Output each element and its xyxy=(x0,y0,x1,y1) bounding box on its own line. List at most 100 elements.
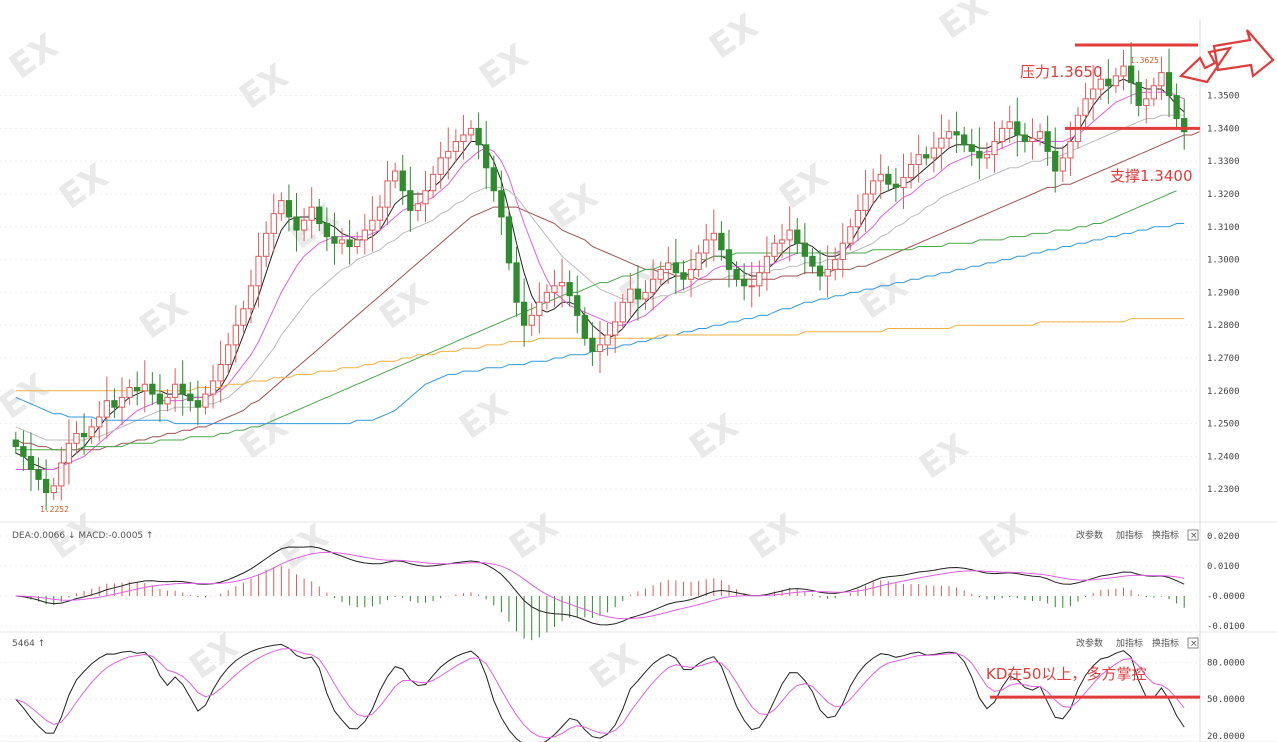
candle-body xyxy=(627,288,634,303)
watermark-logo: EX xyxy=(182,626,245,687)
candle-body xyxy=(672,262,680,274)
candle-body xyxy=(88,426,95,438)
watermark-text: EX xyxy=(772,156,835,217)
candle-body xyxy=(12,439,19,448)
watermark-logo: EX xyxy=(232,56,295,117)
moving-average-line xyxy=(15,91,1185,470)
candle-body xyxy=(612,321,619,336)
candle-body xyxy=(574,295,581,316)
candle-body xyxy=(1165,72,1173,97)
candle-body xyxy=(103,400,110,418)
watermark-logo: EX xyxy=(582,636,645,697)
watermark-text: EX xyxy=(742,506,805,567)
moving-average-line xyxy=(15,190,1177,451)
macd-param-button[interactable]: 改参数 xyxy=(1076,529,1103,541)
watermark-logo: EX xyxy=(932,0,995,47)
candle-body xyxy=(832,259,839,270)
candle-body xyxy=(42,478,50,493)
watermark-logo: EX xyxy=(372,276,435,337)
macd-add-indicator-button[interactable]: 加指标 xyxy=(1116,529,1143,541)
candle-body xyxy=(869,180,877,195)
candle-body xyxy=(391,170,399,182)
candle-body xyxy=(847,226,854,244)
kd-add-indicator-button[interactable]: 加指标 xyxy=(1116,637,1143,649)
watermark-logo: EX xyxy=(682,406,745,467)
grid-layer: 1.3500 1.3400 1.3300 1.3200 1.3100 1.3000 1.29… xyxy=(0,20,1277,742)
candle-body xyxy=(1006,121,1013,129)
candle-body xyxy=(27,455,35,471)
candle-body xyxy=(543,291,551,303)
breakout-arrow-icon xyxy=(1178,29,1275,84)
candle-body xyxy=(467,127,475,136)
support-label: 支撑1.3400 xyxy=(1110,167,1193,185)
candle-body xyxy=(20,446,27,457)
candle-body xyxy=(619,301,626,323)
watermark-text: EX xyxy=(132,286,195,347)
watermark-logo: EX xyxy=(132,286,195,347)
watermark-logo: EX xyxy=(742,506,805,567)
candle-body xyxy=(194,400,202,408)
candle-body xyxy=(1158,72,1165,87)
candle-body xyxy=(1097,78,1104,90)
candle-body xyxy=(171,383,179,398)
candle-body xyxy=(247,285,255,310)
watermark-text: EX xyxy=(682,406,745,467)
candle-body xyxy=(1021,134,1029,143)
candle-body xyxy=(877,173,884,182)
candle-body xyxy=(263,232,270,257)
candle-body xyxy=(422,190,429,205)
candle-body xyxy=(1173,95,1180,120)
watermark-text: EX xyxy=(372,276,435,337)
watermark-logo: EX xyxy=(852,266,915,327)
candle-body xyxy=(528,314,535,326)
moving-average-line xyxy=(15,78,1185,470)
watermark-text: EX xyxy=(52,156,115,217)
kd-param-button[interactable]: 改参数 xyxy=(1076,637,1103,649)
candle-body xyxy=(149,383,156,395)
macd-close-icon[interactable] xyxy=(1187,529,1199,541)
candle-body xyxy=(1059,157,1066,172)
candle-body xyxy=(983,154,991,159)
candle-body xyxy=(225,344,232,366)
kd-close-icon[interactable] xyxy=(1187,637,1199,649)
macd-tick-label: -0.0000 xyxy=(1207,592,1245,602)
candle-body xyxy=(475,127,482,146)
macd-tick-label: 0.0200 xyxy=(1207,532,1240,542)
candle-body xyxy=(498,190,505,218)
candle-body xyxy=(649,278,657,293)
candle-body xyxy=(824,268,831,277)
price-pane xyxy=(12,42,1200,511)
candle-body xyxy=(399,170,406,192)
candle-body xyxy=(642,291,649,300)
watermark-text: EX xyxy=(852,266,915,327)
candle-body xyxy=(255,255,262,287)
candle-body xyxy=(240,308,247,326)
kd-switch-indicator-button[interactable]: 换指标 xyxy=(1152,637,1179,649)
macd-dea-line xyxy=(15,551,1185,620)
candle-body xyxy=(505,216,513,264)
watermark-logo: EX xyxy=(2,26,65,87)
candle-body xyxy=(134,387,141,392)
candle-body xyxy=(331,236,338,244)
macd-close-glyph: × xyxy=(1190,531,1198,541)
candle-body xyxy=(1150,85,1158,100)
price-tick-label: 1.3000 xyxy=(1207,256,1240,266)
candle-body xyxy=(1052,150,1059,172)
price-tick-label: 1.3500 xyxy=(1207,92,1240,102)
candle-body xyxy=(1044,131,1051,152)
moving-average-line xyxy=(15,131,1200,451)
candle-body xyxy=(778,239,786,244)
watermark-text: EX xyxy=(972,506,1035,567)
watermark-text: EX xyxy=(2,26,65,87)
candle-body xyxy=(862,193,869,211)
candle-body xyxy=(915,154,922,165)
watermark-text: EX xyxy=(502,506,565,567)
candle-body xyxy=(361,229,368,241)
candle-body xyxy=(384,180,391,208)
candle-body xyxy=(839,242,846,261)
moving-average-line xyxy=(15,114,1185,441)
macd-switch-indicator-button[interactable]: 换指标 xyxy=(1152,529,1179,541)
candle-body xyxy=(703,239,710,254)
candle-body xyxy=(429,173,437,192)
candle-body xyxy=(589,337,596,352)
